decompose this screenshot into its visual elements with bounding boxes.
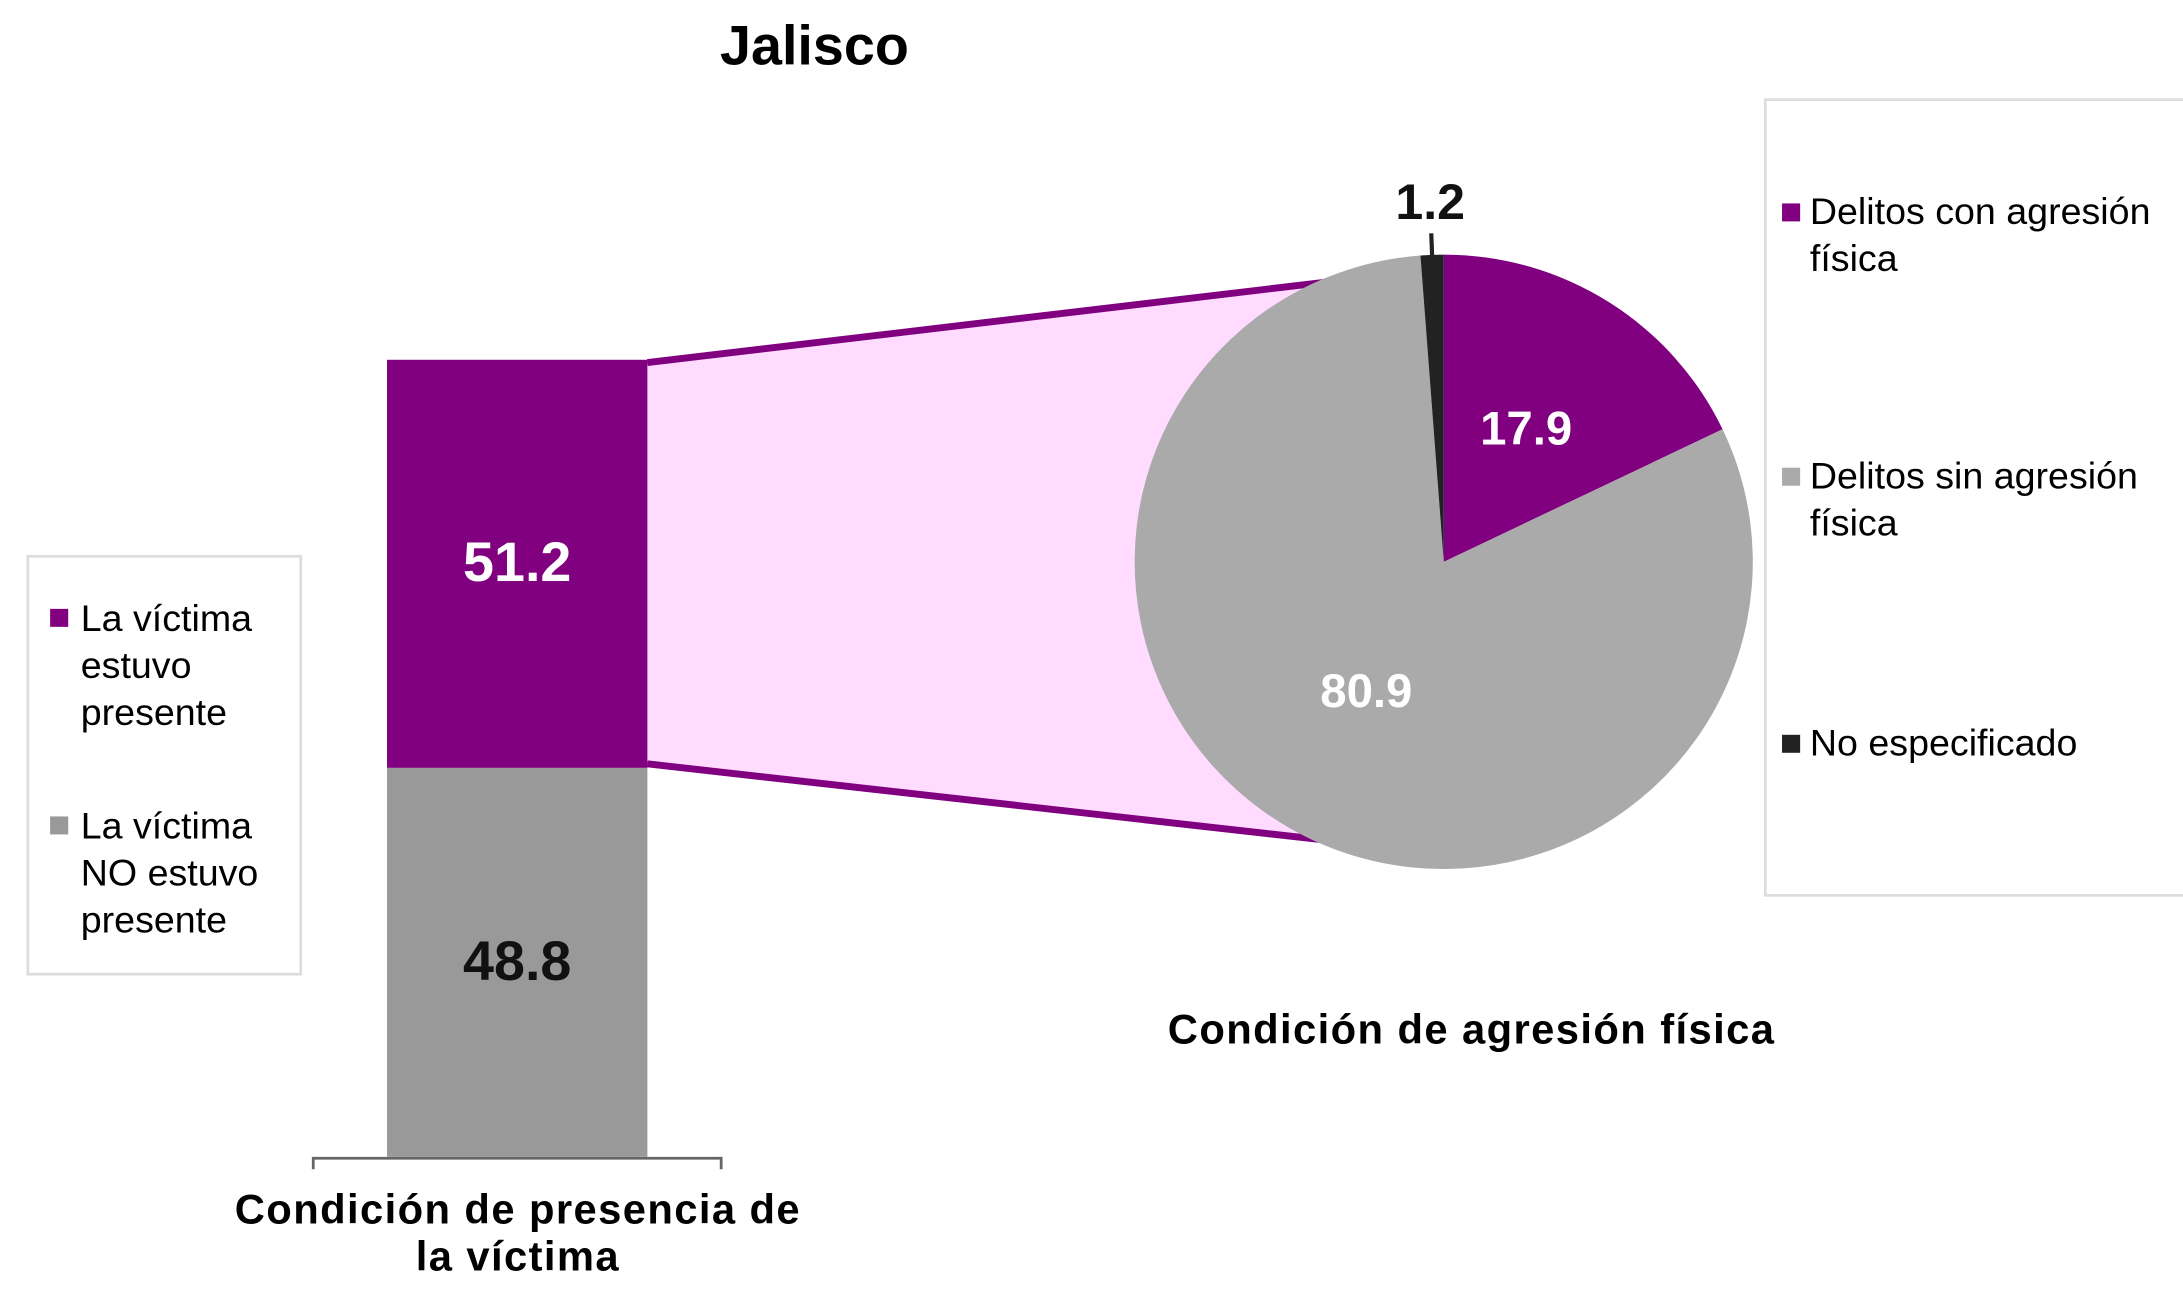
x-label-text: Condición de agresión física xyxy=(1167,1007,1776,1054)
legend-box xyxy=(1763,98,2183,897)
legend-swatch xyxy=(1782,203,1801,222)
legend-label: La víctima estuvo presente xyxy=(80,597,253,734)
legend-swatch xyxy=(1782,734,1801,753)
x-label: Condición de agresión física xyxy=(1167,1007,1776,1054)
data-label: 80.9 xyxy=(1320,665,1412,718)
legend-text: No especificado xyxy=(1809,722,2078,764)
legend-text: La víctima estuvo presente xyxy=(80,597,253,734)
leader-line xyxy=(1429,233,1435,258)
bar-segment xyxy=(387,767,648,1157)
data-label: 51.2 xyxy=(463,531,571,593)
pie-slice xyxy=(1134,255,1753,870)
x-axis xyxy=(311,1156,723,1170)
legend-label: Delitos con agresión física xyxy=(1809,190,2151,280)
x-label-text: Condición de presencia de la víctima xyxy=(234,1187,802,1281)
legend-text: La víctima NO estuvo presente xyxy=(80,805,259,941)
x-label: Condición de presencia de la víctima xyxy=(234,1187,802,1281)
legend-box xyxy=(26,554,303,976)
pie-slice xyxy=(1420,254,1444,562)
data-label: 1.2 xyxy=(1395,174,1465,230)
legend-label: La víctima NO estuvo presente xyxy=(80,805,259,941)
legend-text: Delitos sin agresión física xyxy=(1809,455,2138,544)
chart-title: Jalisco xyxy=(720,15,909,77)
legend-label: Delitos sin agresión física xyxy=(1809,455,2138,544)
data-label: 17.9 xyxy=(1480,402,1572,455)
data-label: 48.8 xyxy=(463,930,571,992)
connector-line xyxy=(646,277,1337,366)
pie-slice xyxy=(1443,254,1723,562)
legend-swatch xyxy=(1782,467,1801,486)
legend-label: No especificado xyxy=(1809,722,2078,764)
legend-swatch xyxy=(50,816,69,835)
bar-segment xyxy=(387,359,648,768)
connector-line xyxy=(646,760,1337,845)
legend-text: Delitos con agresión física xyxy=(1809,190,2151,280)
legend-swatch xyxy=(50,608,69,627)
